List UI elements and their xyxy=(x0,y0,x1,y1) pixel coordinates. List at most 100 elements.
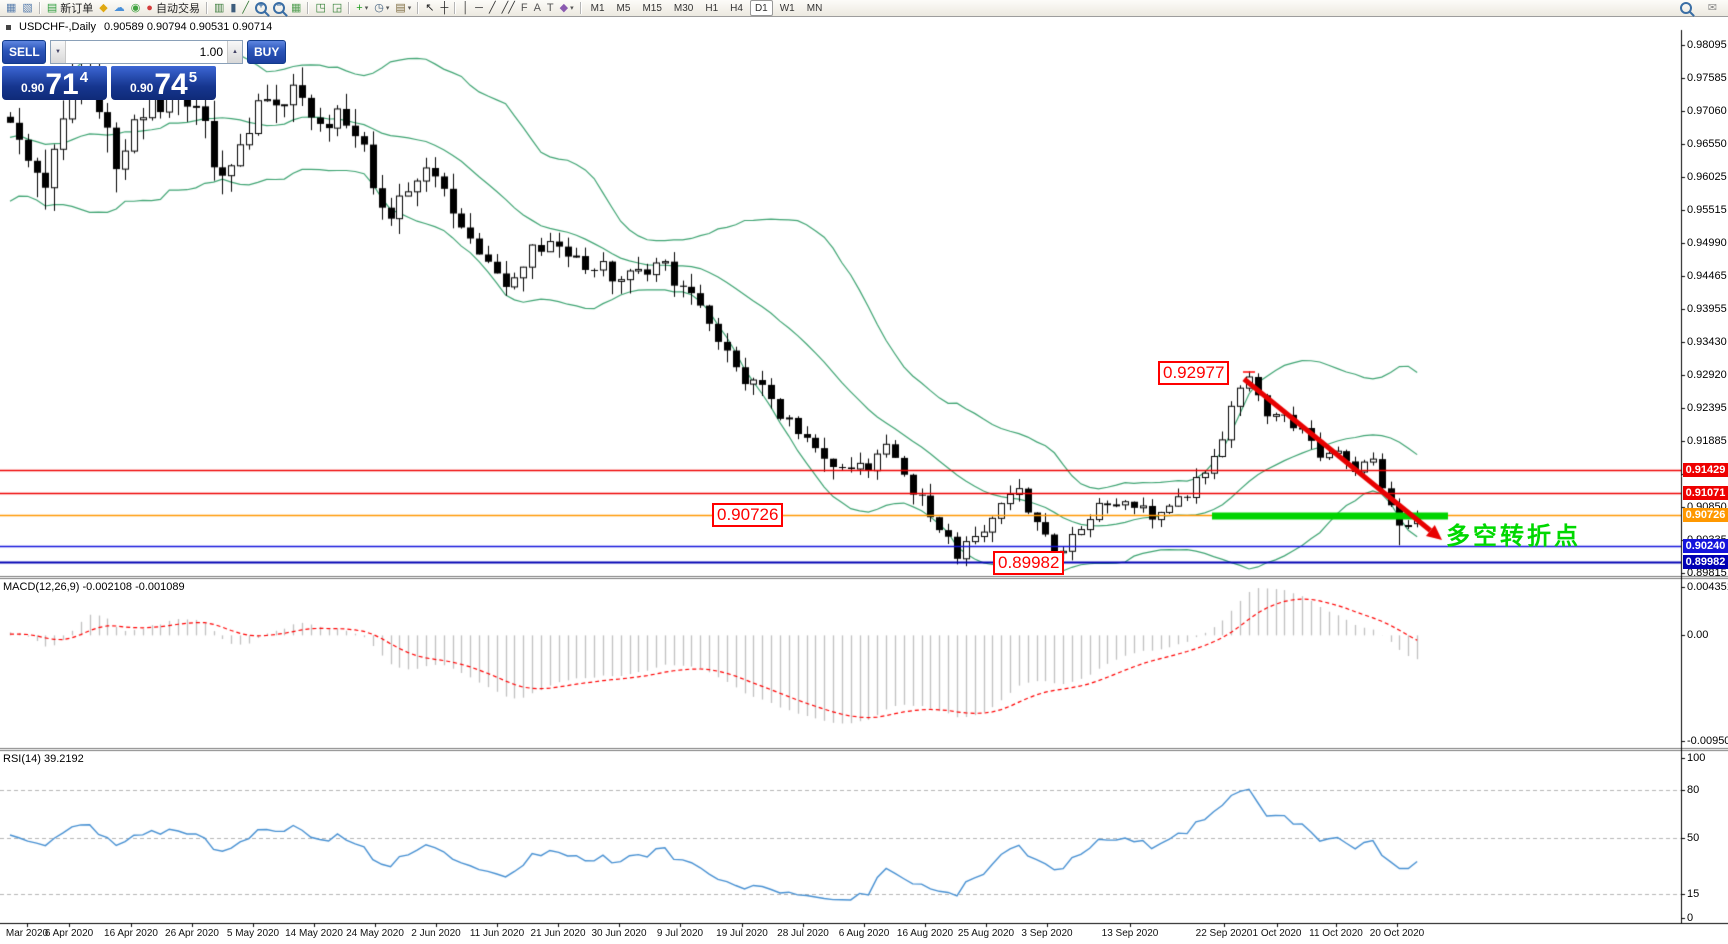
price-axis-label: 0.89815 xyxy=(1687,567,1727,580)
date-axis-label: 16 Apr 2020 xyxy=(104,928,158,939)
date-axis-label: 11 Oct 2020 xyxy=(1309,928,1363,939)
price-axis-label: 0.94465 xyxy=(1687,270,1727,283)
price-axis-label: 0.97060 xyxy=(1687,105,1727,117)
date-axis-label: 3 Sep 2020 xyxy=(1021,928,1073,939)
sell-price-button[interactable]: 0.90 71 4 xyxy=(2,66,107,100)
chat-icon[interactable]: ✉ xyxy=(1705,1,1720,16)
date-axis-label: 16 Aug 2020 xyxy=(896,928,954,939)
line-chart-mode-icon[interactable]: ╱ xyxy=(239,1,252,16)
date-axis-label: 24 May 2020 xyxy=(346,928,404,939)
new-order-button-label: 新订单 xyxy=(60,3,94,15)
tile-windows-icon[interactable]: ▦ xyxy=(288,1,304,16)
profiles-icon[interactable]: ▧ xyxy=(19,1,35,16)
price-axis-label: 0.96025 xyxy=(1687,171,1727,183)
label-icon[interactable]: T xyxy=(544,1,557,16)
price-chart-canvas[interactable] xyxy=(0,17,1728,944)
buy-button[interactable]: BUY xyxy=(247,40,287,64)
equidistant-channel-icon[interactable]: ╱╱ xyxy=(499,1,518,16)
toolbar-separator xyxy=(348,2,351,14)
annotation-peak-price[interactable]: 0.92977 xyxy=(1158,361,1230,385)
volume-decrease-button[interactable]: ▼ xyxy=(51,41,66,63)
toolbar-separator xyxy=(307,2,310,14)
indicators-icon: + xyxy=(356,1,363,14)
periods-button[interactable]: ◷ ▾ xyxy=(371,1,392,16)
volume-input[interactable] xyxy=(66,41,227,63)
date-axis-label: 22 Sep 2020 xyxy=(1195,928,1253,939)
chevron-down-icon: ▾ xyxy=(385,5,390,12)
profiles-icon: ▧ xyxy=(22,1,33,14)
date-axis-label: 6 Apr 2020 xyxy=(44,928,94,939)
chevron-down-icon: ▾ xyxy=(570,5,574,12)
zoom-in-icon: + xyxy=(255,0,270,17)
candlestick-mode-icon[interactable]: ▮ xyxy=(227,1,239,16)
fibonacci-icon: F xyxy=(520,1,528,14)
date-axis-label: 5 May 2020 xyxy=(226,928,280,939)
autotrading-button[interactable]: ● 自动交易 xyxy=(143,1,203,16)
date-axis-label: 26 Apr 2020 xyxy=(165,928,219,939)
timeframe-m30[interactable]: M30 xyxy=(673,2,694,14)
price-axis-label: 0.91885 xyxy=(1687,435,1727,447)
price-axis-label: 0.95515 xyxy=(1687,203,1727,216)
indicators-button[interactable]: + ▾ xyxy=(353,1,371,16)
vertical-line-icon[interactable]: │ xyxy=(459,1,472,16)
signals-icon[interactable]: ◉ xyxy=(128,1,144,16)
price-level-chip: 0.91429 xyxy=(1683,463,1728,478)
price-axis-label: 0.93955 xyxy=(1687,303,1727,315)
fibonacci-icon[interactable]: F xyxy=(518,1,531,16)
annotation-turning-point[interactable]: 多空转折点 xyxy=(1446,522,1581,550)
chat-icon: ✉ xyxy=(1707,1,1717,14)
new-order-button[interactable]: ▤ 新订单 xyxy=(44,1,96,16)
rsi-axis-label: 15 xyxy=(1687,888,1700,900)
annotation-low-price[interactable]: 0.89982 xyxy=(993,551,1065,575)
rsi-axis-label: 50 xyxy=(1687,832,1700,844)
timeframe-h1[interactable]: H1 xyxy=(705,2,719,14)
timeframe-d1[interactable]: D1 xyxy=(749,0,773,16)
main-toolbar: ▦ ▧ ▤ 新订单 ◆ ☁ ◉ ● 自动交易 ▥ ▮ ╱ + − ▦ ◳ ◲ + ▾ ◷ ▾ ▤ ▾ ↖ ┼ │ ─ ╱ ╱╱ F A T ◆ ▾… xyxy=(0,0,1728,17)
metaeditor-icon[interactable]: ◆ xyxy=(96,1,110,16)
chevron-down-icon: ▾ xyxy=(407,5,412,12)
bar-chart-mode-icon: ▥ xyxy=(213,1,225,14)
date-axis-label: 11 Jun 2020 xyxy=(469,928,525,939)
bar-chart-mode-icon[interactable]: ▥ xyxy=(211,1,227,16)
zoom-in-icon[interactable]: + xyxy=(252,0,270,17)
timeframe-h4[interactable]: H4 xyxy=(730,2,743,14)
rsi-axis-label: 0 xyxy=(1687,912,1694,924)
symbol-name: USDCHF-,Daily xyxy=(19,21,96,33)
zoom-out-icon[interactable]: − xyxy=(270,0,288,17)
signals-icon: ◉ xyxy=(130,1,141,14)
timeframe-m15[interactable]: M15 xyxy=(642,2,662,14)
horizontal-line-icon: ─ xyxy=(475,1,483,14)
templates-button[interactable]: ▤ ▾ xyxy=(392,1,414,16)
cursor-icon[interactable]: ↖ xyxy=(422,1,437,16)
mql5-community-icon[interactable]: ☁ xyxy=(111,1,128,16)
new-order-icon: ▤ xyxy=(46,1,58,14)
one-click-trading-panel: SELL ▼ ▲ BUY 0.90 71 4 0.90 74 5 xyxy=(2,40,287,100)
text-icon[interactable]: A xyxy=(531,1,544,16)
trendline-icon[interactable]: ╱ xyxy=(486,1,499,16)
volume-stepper: ▼ ▲ xyxy=(50,40,243,64)
rsi-pane-label: RSI(14) 39.2192 xyxy=(3,753,84,765)
crosshair-icon[interactable]: ┼ xyxy=(437,1,451,16)
chevron-down-icon: ▾ xyxy=(364,5,369,12)
price-level-chip: 0.91071 xyxy=(1683,485,1728,500)
search-icon[interactable] xyxy=(1677,1,1695,17)
chart-shift-icon[interactable]: ◲ xyxy=(329,1,345,16)
timeframe-mn[interactable]: MN xyxy=(806,2,823,14)
timeframe-m1[interactable]: M1 xyxy=(590,2,605,14)
auto-scroll-icon[interactable]: ◳ xyxy=(312,1,328,16)
date-axis-label: Mar 2020 xyxy=(5,928,49,939)
sell-button[interactable]: SELL xyxy=(2,40,46,64)
volume-increase-button[interactable]: ▲ xyxy=(227,41,242,63)
arrows-button[interactable]: ◆ ▾ xyxy=(557,1,577,16)
periods-icon: ◷ xyxy=(374,1,384,14)
buy-price-button[interactable]: 0.90 74 5 xyxy=(111,66,216,100)
annotation-pivot-price[interactable]: 0.90726 xyxy=(712,503,784,527)
date-axis-label: 9 Jul 2020 xyxy=(656,928,704,939)
templates-icon: ▤ xyxy=(395,1,406,14)
sell-price-pips: 71 xyxy=(45,68,79,101)
timeframe-w1[interactable]: W1 xyxy=(779,2,795,14)
new-chart-icon[interactable]: ▦ xyxy=(3,1,19,16)
horizontal-line-icon[interactable]: ─ xyxy=(472,1,486,16)
date-axis-label: 14 May 2020 xyxy=(285,928,343,939)
timeframe-m5[interactable]: M5 xyxy=(616,2,631,14)
